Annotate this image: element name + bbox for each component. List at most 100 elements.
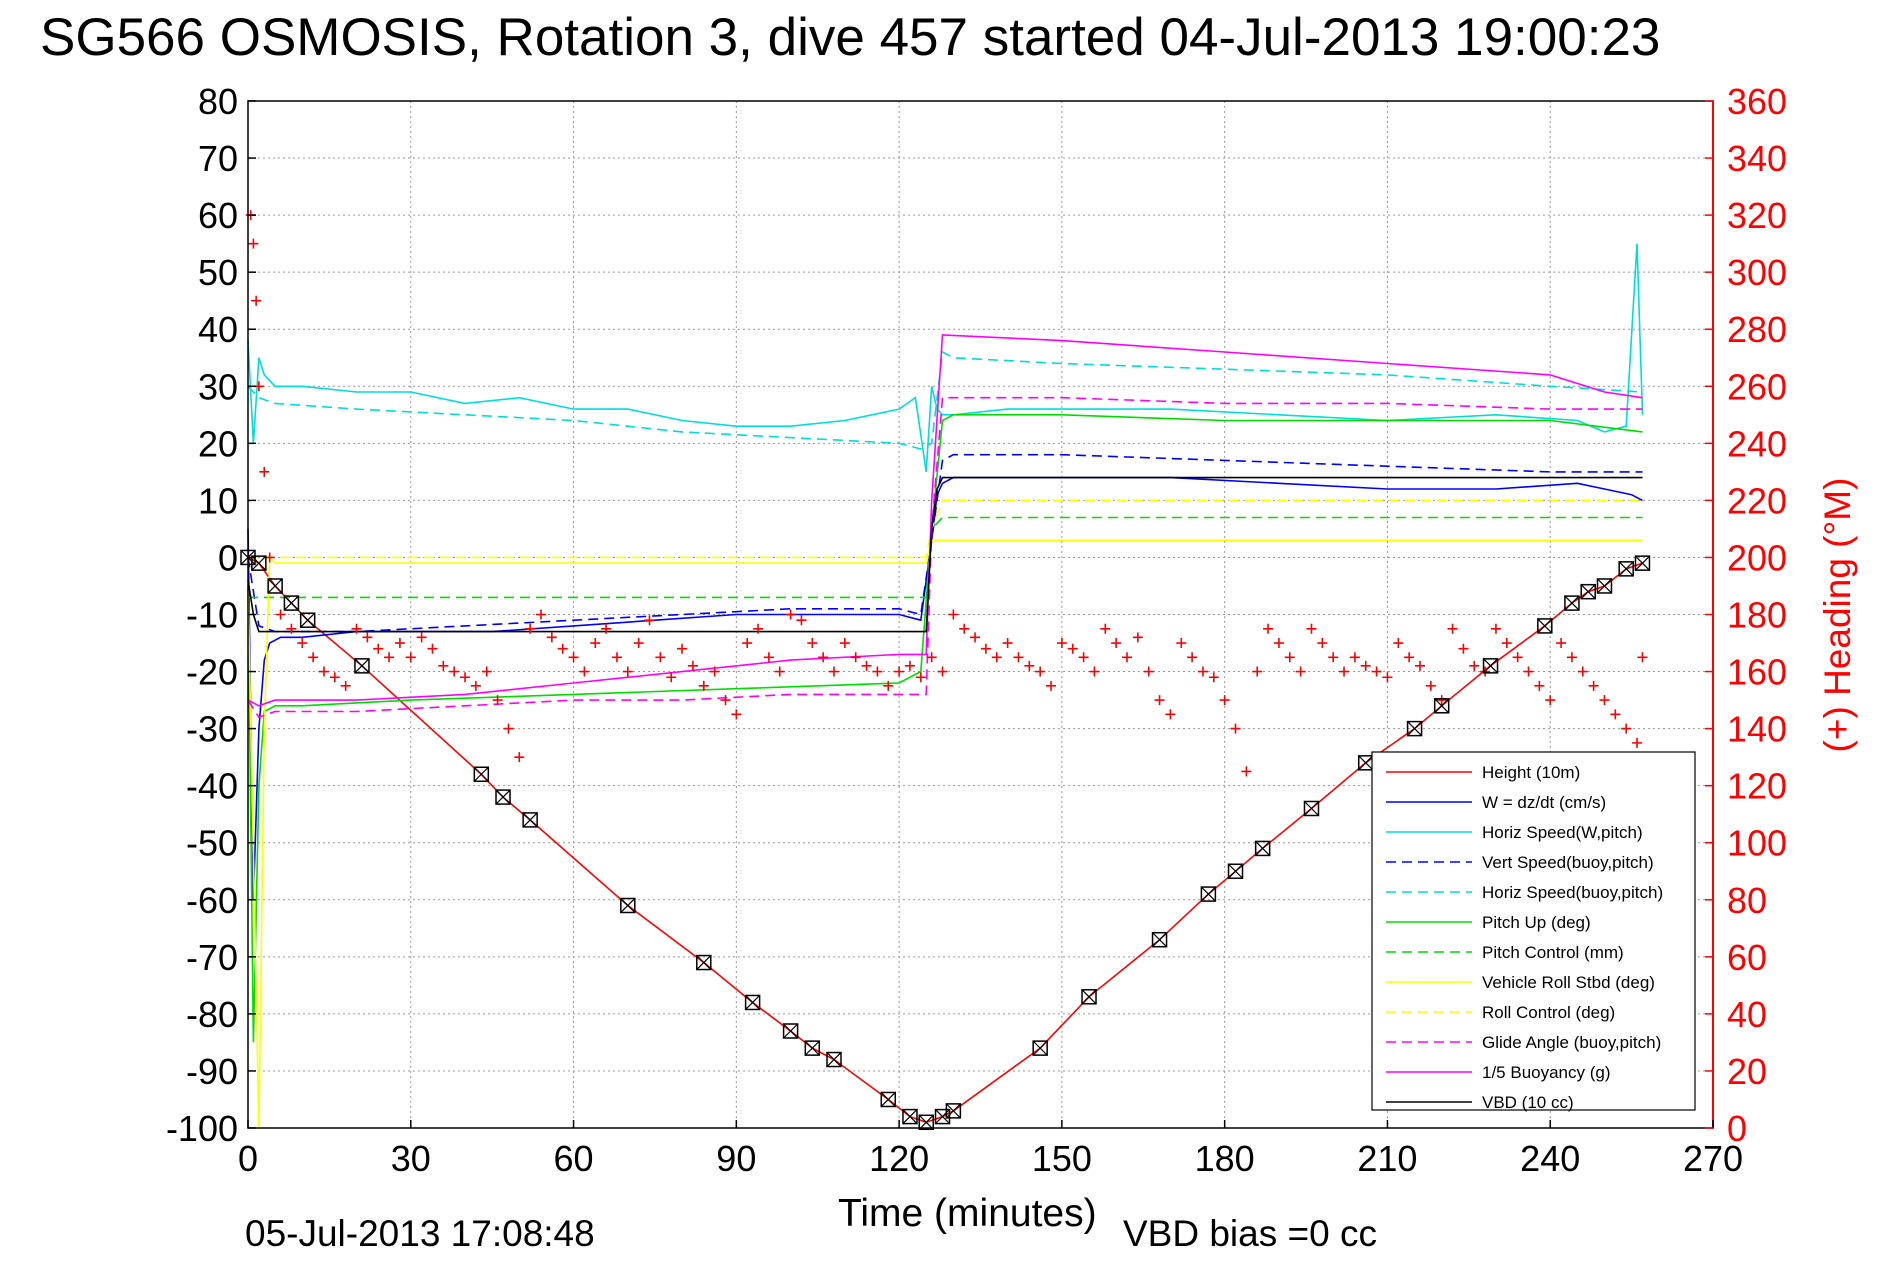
- heading-marker: [1295, 666, 1306, 677]
- waypoint-box: [804, 1040, 821, 1056]
- heading-marker: [1219, 695, 1230, 706]
- y-tick-label: -50: [186, 823, 238, 864]
- waypoint-cross: [1618, 561, 1634, 577]
- y-tick-label: -10: [186, 595, 238, 636]
- heading-marker: [1621, 723, 1632, 734]
- waypoint-cross: [696, 955, 712, 970]
- chart-title: SG566 OSMOSIS, Rotation 3, dive 457 star…: [40, 8, 1660, 67]
- heading-marker: [427, 643, 438, 654]
- series-line-5: [247, 350, 1643, 450]
- heading-marker: [1556, 638, 1567, 649]
- heading-marker: [1566, 652, 1577, 663]
- waypoint-cross: [620, 898, 636, 913]
- heading-marker: [449, 666, 460, 677]
- waypoint-box: [934, 1108, 951, 1125]
- heading-marker: [1501, 638, 1512, 649]
- y2-tick-label: 100: [1727, 823, 1787, 864]
- heading-marker: [1339, 666, 1350, 677]
- waypoint-cross: [1434, 698, 1450, 714]
- heading-marker: [1523, 666, 1534, 677]
- legend-label: Height (10m): [1482, 763, 1580, 782]
- heading-marker: [362, 632, 373, 643]
- heading-marker: [1024, 660, 1035, 671]
- heading-marker: [1002, 638, 1013, 649]
- heading-marker: [1078, 652, 1089, 663]
- waypoint-cross: [1483, 658, 1498, 674]
- heading-marker: [655, 652, 666, 663]
- heading-marker: [666, 672, 677, 683]
- heading-marker: [503, 723, 514, 734]
- heading-marker: [1197, 666, 1208, 677]
- heading-marker: [991, 652, 1002, 663]
- heading-marker: [1111, 638, 1122, 649]
- waypoint-cross: [1537, 618, 1553, 634]
- heading-marker: [1382, 672, 1393, 683]
- heading-marker: [807, 638, 818, 649]
- heading-marker: [1230, 723, 1241, 734]
- legend-box: [1371, 751, 1696, 1111]
- heading-marker: [861, 660, 872, 671]
- heading-marker: [1328, 652, 1339, 663]
- waypoint-cross: [1081, 989, 1097, 1005]
- waypoint-cross: [1564, 595, 1580, 611]
- waypoint-cross: [473, 766, 489, 782]
- waypoint-cross: [902, 1109, 918, 1125]
- waypoint-cross: [1635, 555, 1650, 571]
- waypoint-cross: [300, 612, 316, 628]
- series-line-9: [248, 499, 1643, 559]
- waypoint-box: [1618, 561, 1634, 577]
- waypoint-box: [902, 1108, 918, 1125]
- y-tick-label: -40: [186, 766, 238, 807]
- x-tick-label: 30: [391, 1138, 431, 1179]
- x-tick-label: 270: [1683, 1138, 1743, 1179]
- heading-marker: [937, 666, 948, 677]
- heading-marker: [438, 660, 449, 671]
- waypoint-box: [620, 897, 636, 914]
- y2-tick-label: 0: [1727, 1108, 1747, 1149]
- heading-marker: [1252, 666, 1263, 677]
- heading-marker: [318, 666, 329, 677]
- heading-marker: [1176, 638, 1187, 649]
- x-tick-label: 150: [1032, 1138, 1092, 1179]
- waypoint-box: [1580, 583, 1596, 600]
- waypoint-cross: [935, 1109, 950, 1125]
- y2-tick-label: 80: [1727, 880, 1767, 921]
- heading-marker: [796, 615, 807, 626]
- y-tick-label: -20: [186, 652, 238, 693]
- y-tick-label: 20: [198, 423, 238, 464]
- waypoint-cross: [1152, 932, 1167, 948]
- x-tick-label: 210: [1357, 1138, 1417, 1179]
- y-tick-label: -100: [166, 1108, 238, 1149]
- y-tick-label: 40: [198, 309, 238, 350]
- heading-marker: [416, 632, 427, 643]
- waypoint-cross: [804, 1040, 820, 1056]
- heading-marker: [1545, 695, 1556, 706]
- y-tick-label: -60: [186, 880, 238, 921]
- waypoint-box: [1200, 886, 1217, 902]
- heading-marker: [980, 643, 991, 654]
- heading-marker: [1425, 680, 1436, 691]
- y2-tick-label: 200: [1727, 537, 1787, 578]
- heading-marker: [579, 666, 590, 677]
- heading-marker: [340, 680, 351, 691]
- waypoint-box: [354, 658, 370, 674]
- waypoint-box: [1303, 800, 1320, 817]
- heading-marker: [492, 695, 503, 706]
- heading-marker: [959, 623, 970, 634]
- heading-marker: [644, 615, 655, 626]
- waypoint-box: [251, 555, 267, 571]
- waypoint-box: [880, 1091, 897, 1108]
- heading-marker: [1241, 766, 1252, 777]
- y2-tick-label: 60: [1727, 937, 1767, 978]
- waypoint-box: [1634, 555, 1651, 571]
- depth-waypoint-markers: [240, 549, 1651, 1131]
- heading-marker: [1035, 666, 1046, 677]
- heading-marker: [1534, 680, 1545, 691]
- y-tick-label: 30: [198, 366, 238, 407]
- heading-marker: [709, 666, 720, 677]
- heading-marker: [763, 652, 774, 663]
- y2-tick-label: 360: [1727, 81, 1787, 122]
- series-line-12: [247, 476, 1643, 633]
- waypoint-cross: [945, 1103, 961, 1119]
- waypoint-cross: [1304, 801, 1319, 816]
